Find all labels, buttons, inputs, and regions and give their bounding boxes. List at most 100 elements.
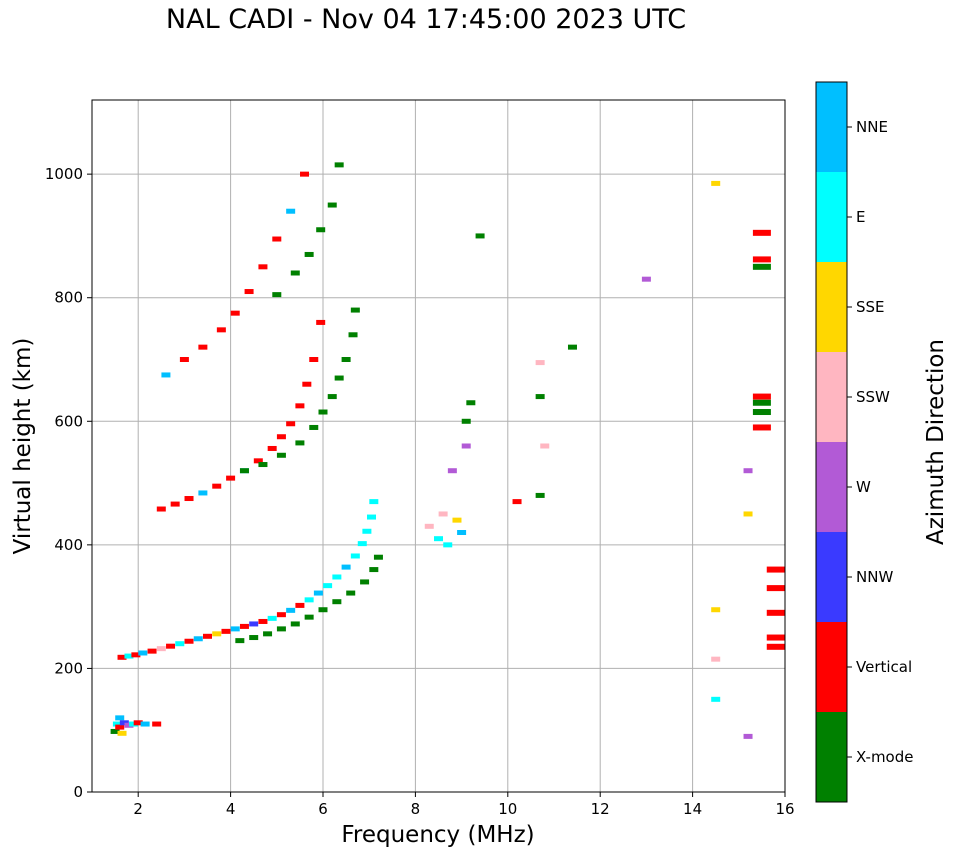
plot-frame	[91, 99, 786, 793]
echo-point	[535, 394, 545, 400]
echo-point	[230, 626, 240, 632]
echo-point	[752, 256, 771, 263]
echo-point	[434, 536, 443, 542]
echo-point	[341, 357, 351, 362]
echo-point	[258, 462, 268, 468]
echo-point	[110, 728, 120, 734]
echo-point	[212, 483, 222, 489]
echo-point	[290, 621, 300, 627]
y-axis-label: Virtual height (km)	[10, 338, 36, 555]
y-tick-label: 800	[54, 289, 83, 307]
colorbar-swatch	[816, 442, 847, 532]
echo-point	[466, 400, 476, 406]
colorbar-frame	[815, 81, 848, 803]
echo-point	[115, 724, 125, 730]
echo-point	[341, 564, 351, 570]
echo-point	[711, 180, 721, 186]
echo-point	[752, 399, 771, 406]
x-tick-label: 8	[411, 800, 421, 818]
echo-point	[540, 443, 550, 449]
echo-point	[286, 421, 296, 427]
echo-point	[124, 653, 134, 659]
echo-point	[124, 722, 134, 728]
echo-point	[258, 264, 268, 270]
echo-point	[318, 409, 328, 415]
echo-point	[276, 452, 286, 458]
echo-point	[743, 733, 753, 739]
x-tick-label: 14	[683, 800, 702, 818]
echo-point	[239, 468, 249, 474]
echo-point	[752, 229, 771, 236]
echo-point	[276, 612, 286, 618]
y-axis: 0 200 400 600 800 1000	[45, 165, 92, 801]
echo-point	[276, 434, 286, 440]
series-f-trace-3-x-mode	[272, 162, 344, 298]
echo-point	[711, 656, 721, 662]
colorbar-tick-label: E	[856, 208, 865, 226]
echo-point	[249, 635, 259, 641]
colorbar-tick-label: SSE	[856, 298, 885, 316]
echo-point	[216, 327, 226, 333]
echo-point	[161, 372, 171, 378]
series-scattered-echoes	[424, 180, 753, 739]
echo-point	[743, 468, 753, 474]
echo-point	[267, 615, 277, 621]
echo-point	[304, 597, 314, 603]
colorbar-tick-label: W	[856, 478, 871, 496]
series-e-layer-echoes	[110, 715, 162, 736]
echo-point	[304, 614, 314, 620]
series-interference-strip	[752, 229, 785, 650]
series-f-trace-3	[161, 171, 310, 378]
echo-point	[350, 553, 360, 559]
colorbar-swatch	[816, 532, 847, 622]
colorbar-tick-label: Vertical	[856, 658, 912, 676]
echo-point	[253, 458, 263, 464]
y-tick-label: 0	[73, 783, 83, 801]
echo-point	[766, 643, 785, 650]
echo-point	[300, 171, 310, 177]
echo-point	[156, 506, 166, 512]
echo-point	[334, 162, 344, 168]
series-f-trace-1	[117, 499, 379, 660]
echo-point	[286, 208, 296, 214]
echo-point	[221, 628, 231, 634]
colorbar-swatch	[816, 622, 847, 712]
echo-point	[170, 501, 180, 507]
x-axis-label: Frequency (MHz)	[341, 822, 534, 848]
echo-point	[332, 599, 342, 605]
chart-title: NAL CADI - Nov 04 17:45:00 2023 UTC	[165, 4, 687, 35]
colorbar-tick-label: NNW	[856, 568, 893, 586]
grid-lines	[92, 100, 786, 793]
echo-point	[313, 590, 323, 596]
echo-point	[239, 623, 249, 629]
y-tick-label: 200	[54, 659, 83, 677]
echo-point	[743, 511, 753, 517]
echo-point	[226, 475, 236, 481]
echo-point	[348, 332, 358, 338]
azimuth-colorbar: X-mode Vertical NNW W SSW SSE E NNE	[815, 81, 913, 803]
echo-point	[295, 602, 305, 608]
echo-point	[112, 721, 122, 727]
echo-point	[641, 276, 651, 282]
echo-point	[115, 715, 125, 721]
echo-point	[461, 418, 471, 424]
echo-point	[117, 654, 127, 660]
echo-point	[452, 517, 462, 523]
echo-point	[138, 650, 148, 656]
echo-point	[327, 202, 337, 208]
echo-point	[290, 270, 300, 276]
x-tick-label: 10	[498, 800, 517, 818]
echo-point	[567, 344, 577, 350]
echo-point	[711, 696, 721, 702]
echo-point	[461, 443, 471, 449]
colorbar-tick-label: X-mode	[856, 748, 913, 766]
echo-point	[457, 530, 467, 535]
echo-point	[272, 292, 282, 298]
echo-point	[766, 634, 785, 641]
colorbar-swatch	[816, 712, 847, 802]
echo-point	[334, 375, 344, 381]
echo-point	[323, 583, 333, 589]
echo-point	[362, 528, 372, 534]
echo-point	[304, 251, 314, 257]
